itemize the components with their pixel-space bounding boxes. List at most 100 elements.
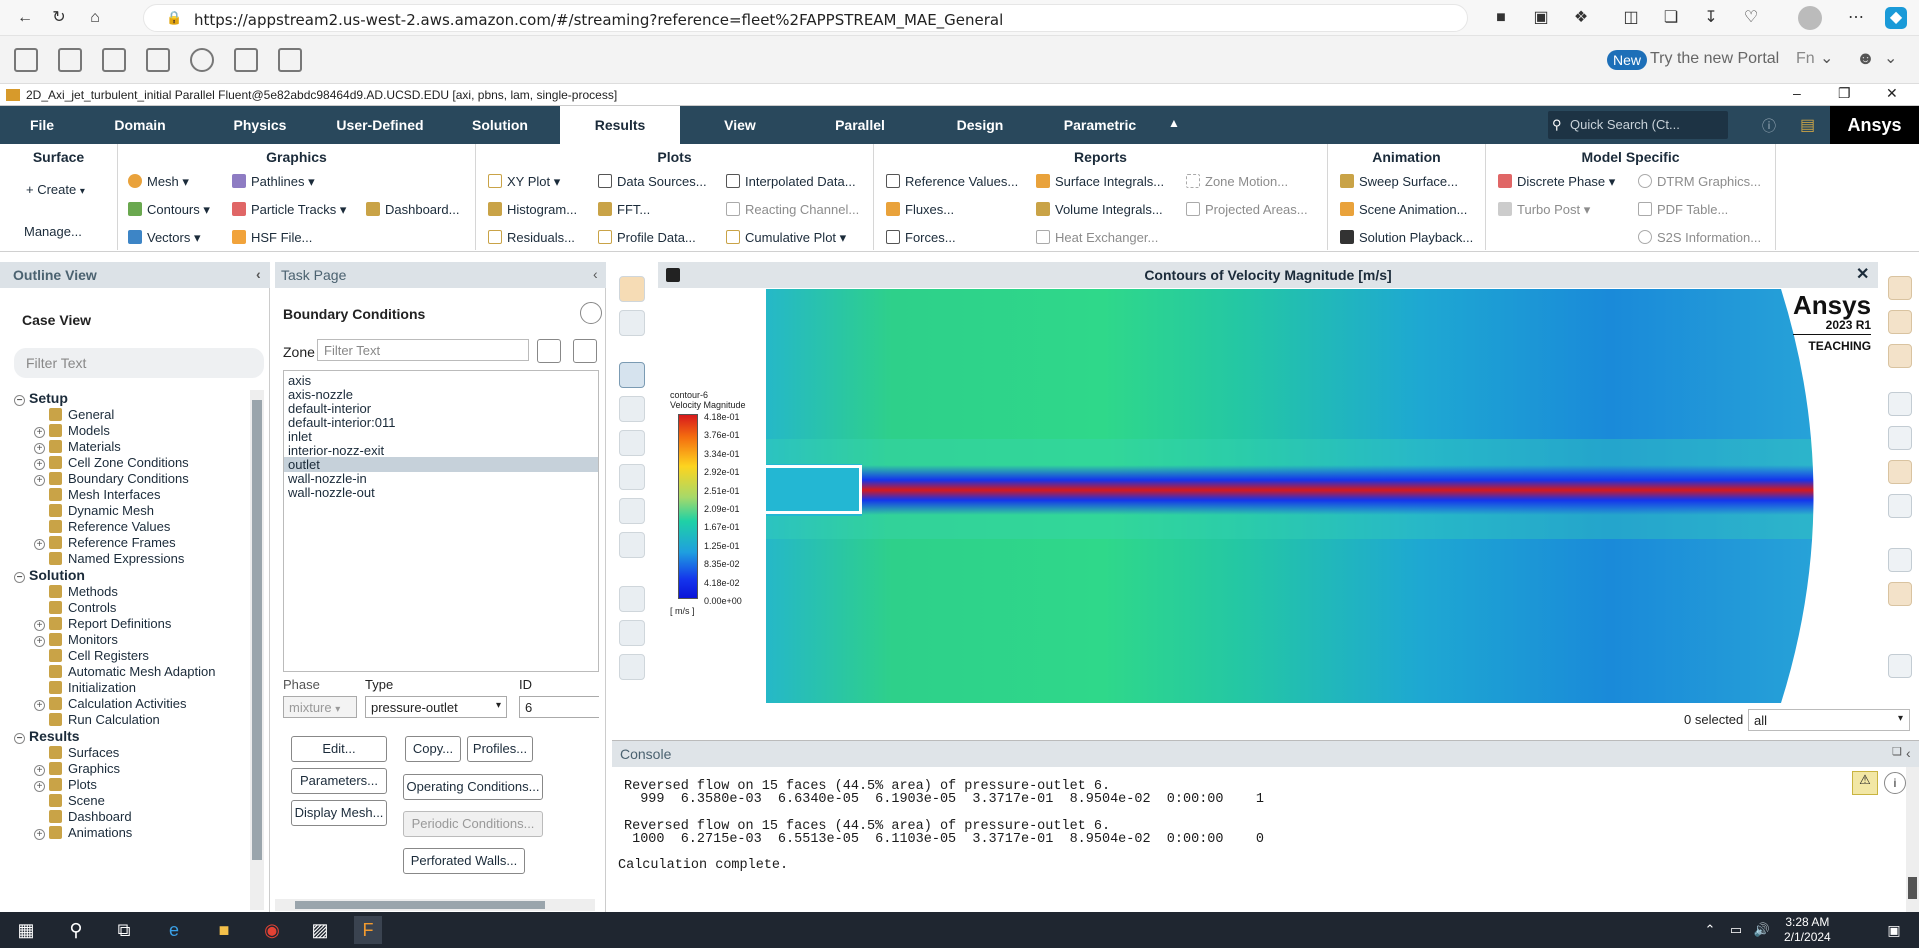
settings-icon[interactable] — [190, 48, 214, 72]
extension-icon[interactable]: ▣ — [1533, 9, 1549, 26]
zone-list-item[interactable]: inlet — [288, 429, 312, 444]
tab-parallel[interactable]: Parallel — [835, 117, 885, 133]
sweep-surface-button[interactable]: Sweep Surface... — [1340, 174, 1458, 189]
s2s-information-button[interactable]: S2S Information... — [1638, 230, 1761, 245]
type-select[interactable]: pressure-outlet ▾ — [365, 696, 507, 718]
fullscreen-icon[interactable] — [234, 48, 258, 72]
zone-motion-button[interactable]: Zone Motion... — [1186, 174, 1288, 189]
collapse-ribbon-icon[interactable]: ▲ — [1168, 116, 1180, 130]
copy-view-icon[interactable] — [1888, 460, 1912, 484]
tree-item[interactable]: + Monitors — [34, 632, 118, 647]
chevron-down-icon[interactable]: ⌄ — [1820, 50, 1834, 67]
expand-icon[interactable]: + — [34, 765, 45, 776]
info-icon[interactable]: i — [1884, 772, 1906, 794]
collections-icon[interactable]: ❏ — [1663, 9, 1679, 26]
collapse-icon[interactable]: − — [14, 572, 25, 583]
help-icon[interactable] — [580, 302, 602, 324]
forces-button[interactable]: Forces... — [886, 230, 956, 245]
expand-icon[interactable]: + — [34, 443, 45, 454]
scrollbar-thumb[interactable] — [295, 901, 545, 909]
collapse-panel-icon[interactable]: ‹ — [1906, 745, 1911, 761]
tree-section[interactable]: − Results — [14, 728, 80, 744]
tab-view[interactable]: View — [724, 117, 756, 133]
perforated-walls-button[interactable]: Perforated Walls... — [403, 848, 525, 874]
float-panel-icon[interactable]: ❏ — [1892, 746, 1902, 758]
selection-filter-select[interactable]: all ▾ — [1748, 709, 1910, 731]
tree-item[interactable]: + Calculation Activities — [34, 696, 187, 711]
minimize-icon[interactable]: – — [1793, 85, 1801, 101]
surface-integrals-button[interactable]: Surface Integrals... — [1036, 174, 1164, 189]
lights-icon[interactable] — [1888, 276, 1912, 300]
tree-item[interactable]: + Plots — [34, 777, 97, 792]
scrollbar-thumb[interactable] — [1908, 877, 1917, 899]
tree-item[interactable]: + Cell Zone Conditions — [34, 455, 189, 470]
expand-icon[interactable]: + — [34, 700, 45, 711]
expand-icon[interactable]: + — [34, 539, 45, 550]
tree-item[interactable]: + Models — [34, 423, 110, 438]
collapse-icon[interactable]: − — [14, 395, 25, 406]
zoom-box-icon[interactable] — [619, 464, 645, 490]
chrome-icon[interactable]: ◉ — [264, 920, 280, 940]
mesh-display-icon[interactable] — [1888, 344, 1912, 368]
id-field[interactable]: 6 — [519, 696, 599, 718]
list-options-icon[interactable] — [573, 339, 597, 363]
folder-icon[interactable] — [102, 48, 126, 72]
scene-animation-button[interactable]: Scene Animation... — [1340, 202, 1467, 217]
edge-icon[interactable]: e — [168, 920, 179, 940]
parameters-button[interactable]: Parameters... — [291, 768, 387, 794]
download-icon[interactable]: ↧ — [1704, 9, 1718, 26]
restore-icon[interactable]: ❐ — [1838, 85, 1851, 101]
pdf-table-button[interactable]: PDF Table... — [1638, 202, 1728, 217]
zone-list-item[interactable]: wall-nozzle-out — [288, 485, 375, 500]
undo-view-icon[interactable] — [1888, 494, 1912, 518]
zone-list-item[interactable]: axis — [288, 373, 312, 388]
interpolated-data-button[interactable]: Interpolated Data... — [726, 174, 856, 189]
tree-item[interactable]: +Dashboard — [34, 809, 132, 824]
solution-playback-button[interactable]: Solution Playback... — [1340, 230, 1473, 245]
data-sources-button[interactable]: Data Sources... — [598, 174, 707, 189]
tree-item[interactable]: +Dynamic Mesh — [34, 503, 154, 518]
tree-item[interactable]: +Reference Values — [34, 519, 170, 534]
tree-item[interactable]: +Named Expressions — [34, 551, 184, 566]
turbo-post-button[interactable]: Turbo Post ▾ — [1498, 202, 1590, 218]
copilot-icon[interactable]: ◆ — [1885, 7, 1907, 29]
tree-item[interactable]: +Cell Registers — [34, 648, 149, 663]
tab-design[interactable]: Design — [956, 117, 1004, 133]
heat-exchanger-button[interactable]: Heat Exchanger... — [1036, 230, 1158, 245]
views-icon[interactable] — [619, 310, 645, 336]
tree-item[interactable]: +Methods — [34, 584, 118, 599]
puzzle-icon[interactable]: ❖ — [1573, 9, 1589, 26]
expand-icon[interactable]: + — [34, 829, 45, 840]
cumulative-plot-button[interactable]: Cumulative Plot ▾ — [726, 230, 846, 246]
quick-search-input[interactable]: ⚲ Quick Search (Ct... — [1548, 111, 1728, 139]
discrete-phase-button[interactable]: Discrete Phase ▾ — [1498, 174, 1615, 190]
tree-item[interactable]: +Controls — [34, 600, 116, 615]
profile-data-button[interactable]: Profile Data... — [598, 230, 696, 245]
pan-icon[interactable] — [619, 430, 645, 456]
new-badge[interactable]: New — [1607, 50, 1648, 70]
tree-section[interactable]: − Setup — [14, 390, 68, 406]
volume-icon[interactable]: 🔊 — [1753, 922, 1771, 937]
volume-integrals-button[interactable]: Volume Integrals... — [1036, 202, 1163, 217]
layout-icon[interactable]: ▤ — [1800, 117, 1816, 134]
system-clock[interactable]: 3:28 AM 2/1/2024 — [1784, 915, 1831, 945]
close-icon[interactable]: ✕ — [1886, 85, 1898, 101]
close-icon[interactable]: ✕ — [1856, 266, 1870, 283]
vectors-button[interactable]: Vectors ▾ — [128, 230, 201, 246]
dtrm-graphics-button[interactable]: DTRM Graphics... — [1638, 174, 1761, 189]
expand-icon[interactable]: + — [34, 620, 45, 631]
reference-values-button[interactable]: Reference Values... — [886, 174, 1018, 189]
help-icon[interactable]: ⓘ — [1762, 118, 1776, 134]
apps-icon[interactable] — [14, 48, 38, 72]
address-bar[interactable]: 🔒 https://appstream2.us-west-2.aws.amazo… — [143, 4, 1468, 32]
tree-item[interactable]: +General — [34, 407, 114, 422]
particle-tracks-button[interactable]: Particle Tracks ▾ — [232, 202, 346, 218]
try-portal-link[interactable]: Try the new Portal — [1650, 50, 1780, 67]
zoom-out-icon[interactable] — [619, 654, 645, 680]
zone-list-item[interactable]: axis-nozzle — [288, 387, 354, 402]
tree-item[interactable]: +Automatic Mesh Adaption — [34, 664, 215, 679]
manage-surface-button[interactable]: Manage... — [24, 224, 82, 239]
profiles-button[interactable]: Profiles... — [467, 736, 533, 762]
collapse-panel-icon[interactable]: ‹ — [593, 266, 598, 282]
tree-item[interactable]: +Initialization — [34, 680, 136, 695]
